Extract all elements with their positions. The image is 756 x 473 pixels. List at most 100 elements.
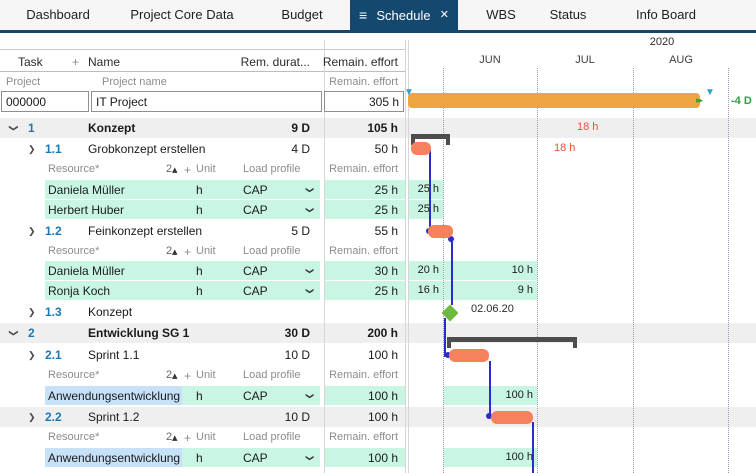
resource-effort-cell-bg xyxy=(324,200,405,219)
project-effort-input[interactable] xyxy=(324,91,404,112)
gantt-month-label: AUG xyxy=(669,54,693,66)
task-name[interactable]: Konzept xyxy=(88,305,133,319)
column-separator-effort xyxy=(324,40,325,473)
resource-rem-effort[interactable]: 100 h xyxy=(367,451,398,465)
gantt-effort-cell[interactable]: 16 h xyxy=(409,281,443,300)
gantt-month-label: JUN xyxy=(479,54,501,66)
fast-forward-arrows-icon: ▸▸ xyxy=(696,95,703,105)
task-rem-duration: 4 D xyxy=(291,142,310,156)
resource-name[interactable]: Herbert Huber xyxy=(48,203,125,217)
task-number: 1.3 xyxy=(45,305,62,319)
resource-load-profile[interactable]: CAP xyxy=(243,389,268,403)
task-gantt-bar-2.2[interactable] xyxy=(491,411,533,424)
resource-unit: h xyxy=(196,183,203,197)
resource-column-header: Resource* xyxy=(48,163,100,175)
table-gantt-separator-right xyxy=(408,40,409,473)
resource-name[interactable]: Daniela Müller xyxy=(48,264,125,278)
tab-schedule[interactable]: ≡ Schedule ✕ xyxy=(350,0,458,30)
column-header-rem-duration: Rem. durat... xyxy=(240,55,310,69)
gantt-month-gridline xyxy=(633,68,634,473)
expand-arrow-task-2[interactable]: ❯ xyxy=(8,329,19,337)
resource-rem-effort[interactable]: 30 h xyxy=(374,264,398,278)
resource-rem-effort[interactable]: 25 h xyxy=(374,284,398,298)
resource-rem-effort[interactable]: 100 h xyxy=(367,389,398,403)
tab-dashboard[interactable]: Dashboard xyxy=(26,7,90,22)
expand-arrow-task-2.1[interactable]: ❯ xyxy=(28,350,36,360)
project-name-input[interactable] xyxy=(91,91,322,112)
gantt-effort-cell[interactable]: 25 h xyxy=(409,200,443,219)
sort-indicator[interactable]: 2 xyxy=(166,245,173,257)
resource-effort-cell-bg xyxy=(324,386,405,405)
gantt-effort-cell[interactable]: 10 h xyxy=(444,261,537,280)
gantt-effort-cell[interactable]: 100 h xyxy=(444,448,537,467)
expand-arrow-task-1.2[interactable]: ❯ xyxy=(28,226,36,236)
resource-name[interactable]: Anwendungsentwicklung xyxy=(48,389,181,403)
close-icon[interactable]: ✕ xyxy=(439,9,449,21)
table-header-top-border xyxy=(0,49,405,50)
task-name[interactable]: Konzept xyxy=(88,121,136,135)
gantt-effort-cell[interactable]: 20 h xyxy=(409,261,443,280)
task-name[interactable]: Sprint 1.2 xyxy=(88,410,140,424)
summary-bar-right-leg xyxy=(573,337,577,348)
add-resource-button[interactable]: + xyxy=(184,163,192,177)
project-id-input[interactable] xyxy=(1,91,89,112)
resource-rem-effort[interactable]: 25 h xyxy=(374,183,398,197)
task-rem-duration: 10 D xyxy=(284,348,310,362)
sort-arrow-icon[interactable]: ▴ xyxy=(172,432,178,444)
expand-arrow-task-2.2[interactable]: ❯ xyxy=(28,412,36,422)
summary-bar[interactable] xyxy=(447,337,577,348)
sort-indicator[interactable]: 2 xyxy=(166,163,173,175)
tab-project-core-data[interactable]: Project Core Data xyxy=(130,7,234,22)
resource-effort-cell-bg xyxy=(324,261,405,280)
sort-indicator[interactable]: 2 xyxy=(166,431,173,443)
dependency-link-dot xyxy=(486,413,492,419)
add-resource-button[interactable]: + xyxy=(184,245,192,259)
gantt-effort-cell[interactable]: 9 h xyxy=(444,281,537,300)
resource-row-bg xyxy=(45,261,320,280)
task-rem-duration: 9 D xyxy=(291,121,310,135)
resource-column-header: Resource* xyxy=(48,431,100,443)
add-column-icon[interactable]: + xyxy=(72,55,80,69)
overload-label: 18 h xyxy=(554,142,576,154)
tab-info-board[interactable]: Info Board xyxy=(636,7,696,22)
resource-load-profile[interactable]: CAP xyxy=(243,264,268,278)
resource-unit: h xyxy=(196,451,203,465)
tab-budget[interactable]: Budget xyxy=(281,7,323,22)
tab-wbs[interactable]: WBS xyxy=(486,7,516,22)
resource-rem-effort[interactable]: 25 h xyxy=(374,203,398,217)
summary-bar-left-leg xyxy=(411,134,415,145)
sort-arrow-icon[interactable]: ▴ xyxy=(172,164,178,176)
task-number: 1.2 xyxy=(45,224,62,238)
task-gantt-bar-1.1[interactable] xyxy=(411,142,431,155)
milestone-date-label: 02.06.20 xyxy=(471,303,514,315)
tab-status[interactable]: Status xyxy=(549,7,587,22)
add-resource-button[interactable]: + xyxy=(184,369,192,383)
hamburger-icon[interactable]: ≡ xyxy=(359,7,368,23)
gantt-effort-cell[interactable]: 25 h xyxy=(409,180,443,199)
sort-indicator[interactable]: 2 xyxy=(166,369,173,381)
project-gantt-bar[interactable] xyxy=(408,93,700,108)
resource-unit-header: Unit xyxy=(196,369,216,381)
resource-name[interactable]: Daniela Müller xyxy=(48,183,125,197)
resource-load-profile[interactable]: CAP xyxy=(243,183,268,197)
table-gantt-separator-left xyxy=(405,40,406,473)
expand-arrow-task-1.3[interactable]: ❯ xyxy=(28,307,36,317)
resource-name[interactable]: Anwendungsentwicklung xyxy=(48,451,181,465)
resource-load-profile[interactable]: CAP xyxy=(243,451,268,465)
resource-name[interactable]: Ronja Koch xyxy=(48,284,111,298)
resource-unit: h xyxy=(196,284,203,298)
add-resource-button[interactable]: + xyxy=(184,431,192,445)
sort-arrow-icon[interactable]: ▴ xyxy=(172,370,178,382)
task-name[interactable]: Feinkonzept erstellen xyxy=(88,224,203,238)
task-gantt-bar-1.2[interactable] xyxy=(428,225,453,238)
task-gantt-bar-2.1[interactable] xyxy=(449,349,489,362)
resource-load-profile[interactable]: CAP xyxy=(243,284,268,298)
resource-load-profile[interactable]: CAP xyxy=(243,203,268,217)
expand-arrow-task-1[interactable]: ❯ xyxy=(8,124,19,132)
expand-arrow-task-1.1[interactable]: ❯ xyxy=(28,144,36,154)
task-name[interactable]: Grobkonzept erstellen xyxy=(88,142,206,156)
sort-arrow-icon[interactable]: ▴ xyxy=(172,246,178,258)
summary-bar[interactable] xyxy=(411,134,450,145)
task-name[interactable]: Entwicklung SG 1 xyxy=(88,326,190,340)
task-name[interactable]: Sprint 1.1 xyxy=(88,348,140,362)
